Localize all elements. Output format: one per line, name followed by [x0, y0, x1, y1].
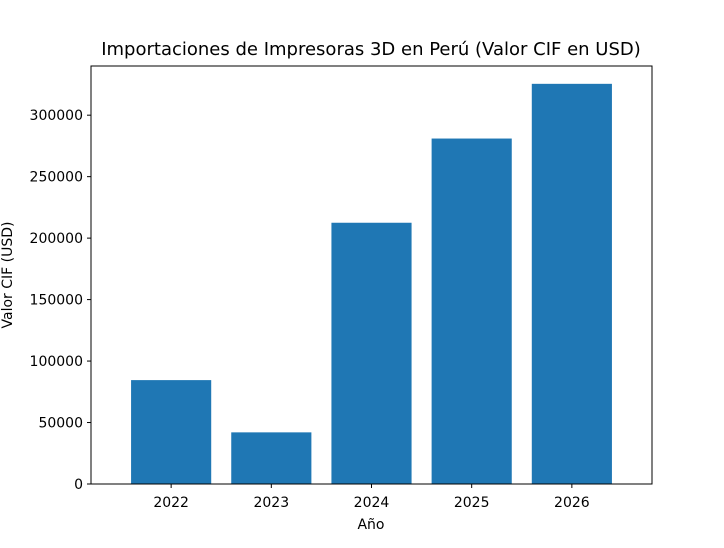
bar-2026: [531, 83, 612, 484]
chart-title: Importaciones de Impresoras 3D en Perú (…: [101, 39, 641, 60]
y-tick-label: 50000: [38, 416, 83, 432]
x-tick-label: 2024: [354, 495, 390, 511]
plot-frame: [90, 65, 653, 485]
y-axis-label: Valor CIF (USD): [0, 222, 16, 329]
bar-2023: [231, 432, 312, 484]
ticks-layer: 2022 2023 2024 2025 2026 0 50000 100000 150000 20…: [30, 108, 590, 511]
y-tick-label: 300000: [30, 108, 83, 124]
x-tick-label: 2022: [153, 495, 189, 511]
bar-2024: [331, 222, 412, 484]
x-tick-label: 2025: [454, 495, 490, 511]
bar-2025: [431, 138, 512, 485]
bar-2022: [131, 380, 212, 484]
y-tick-label: 250000: [30, 170, 83, 186]
y-tick-label: 0: [74, 477, 83, 493]
x-tick-label: 2026: [554, 495, 590, 511]
y-tick-label: 150000: [30, 293, 83, 309]
x-axis-label: Año: [357, 517, 384, 533]
y-tick-label: 200000: [30, 231, 83, 247]
x-tick-label: 2023: [253, 495, 289, 511]
y-tick-label: 100000: [30, 354, 83, 370]
bars-layer: [131, 83, 612, 485]
